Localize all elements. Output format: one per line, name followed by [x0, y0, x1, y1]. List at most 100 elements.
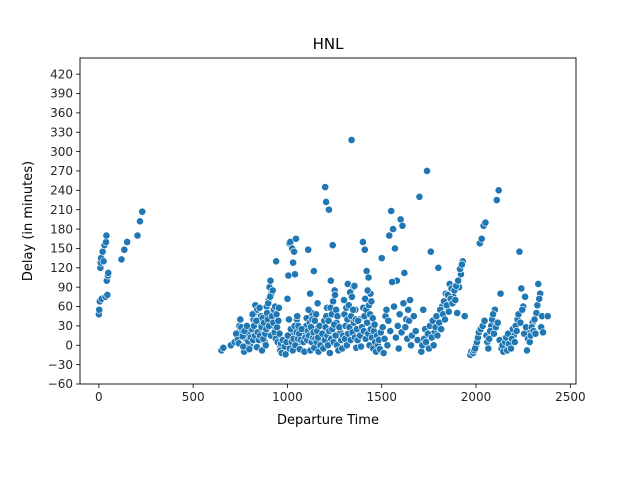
data-point — [289, 258, 298, 267]
data-point — [441, 315, 449, 324]
data-point — [266, 276, 275, 285]
chart-title: HNL — [313, 35, 345, 53]
data-point — [368, 314, 377, 323]
data-point — [453, 309, 462, 317]
data-point — [342, 341, 351, 350]
data-point — [510, 338, 519, 346]
data-point — [98, 247, 107, 256]
data-point — [268, 286, 277, 295]
data-point — [322, 198, 331, 206]
data-point — [409, 312, 418, 321]
data-point — [490, 329, 498, 338]
data-point — [367, 297, 376, 306]
data-point — [102, 231, 111, 240]
data-point — [292, 234, 300, 243]
data-point — [391, 244, 399, 253]
data-point — [104, 269, 113, 277]
data-point — [255, 303, 264, 312]
data-point — [354, 316, 363, 325]
x-tick-label: 1000 — [272, 390, 303, 404]
data-point — [516, 318, 525, 327]
data-point — [407, 341, 415, 350]
data-point — [379, 349, 388, 357]
y-tick-label: 420 — [50, 67, 73, 81]
data-point — [264, 299, 273, 308]
data-point — [477, 234, 486, 243]
data-point — [103, 291, 112, 299]
y-tick-label: −30 — [48, 358, 73, 372]
data-point — [382, 305, 391, 314]
data-point — [248, 310, 257, 319]
data-point — [332, 305, 341, 314]
data-point — [312, 310, 321, 319]
data-point — [380, 334, 389, 343]
y-tick-label: 180 — [50, 222, 73, 236]
data-point — [133, 231, 142, 240]
y-tick-label: 0 — [65, 338, 73, 352]
data-point — [525, 338, 534, 346]
data-point — [512, 327, 521, 335]
data-point — [481, 218, 490, 227]
data-point — [393, 321, 402, 330]
data-point — [275, 329, 284, 338]
data-point — [404, 305, 413, 314]
y-tick-label: 210 — [50, 203, 73, 217]
y-tick-label: 240 — [50, 184, 73, 198]
data-point — [432, 312, 441, 321]
data-point — [384, 316, 393, 325]
data-point — [331, 331, 340, 340]
data-point — [494, 186, 503, 195]
data-point — [423, 167, 431, 175]
data-point — [517, 284, 526, 293]
data-point — [284, 271, 293, 280]
data-point — [434, 263, 443, 272]
x-tick-label: 500 — [182, 390, 205, 404]
data-point — [329, 297, 337, 306]
data-point — [117, 255, 126, 264]
data-point — [266, 292, 274, 301]
x-axis-label: Departure Time — [277, 413, 379, 428]
data-point — [417, 347, 426, 356]
data-point — [460, 312, 469, 321]
data-point — [136, 217, 144, 226]
data-point — [401, 323, 410, 332]
y-tick-label: 60 — [58, 300, 73, 314]
data-point — [484, 344, 493, 353]
data-point — [363, 318, 371, 327]
plot-frame — [79, 57, 577, 385]
data-point — [419, 305, 428, 314]
data-point — [272, 257, 281, 266]
data-point — [333, 312, 342, 321]
data-point — [138, 207, 147, 216]
data-point — [285, 315, 293, 324]
data-point — [451, 296, 460, 304]
data-point — [385, 231, 394, 240]
data-point — [539, 328, 547, 337]
data-point — [383, 341, 392, 350]
data-point — [521, 292, 529, 301]
data-point — [304, 245, 313, 254]
data-point — [396, 215, 405, 224]
data-point — [236, 315, 245, 324]
data-point — [387, 207, 396, 215]
data-point — [291, 270, 299, 279]
y-tick-label: 360 — [50, 106, 73, 120]
y-axis-label: Delay (in minutes) — [21, 161, 36, 281]
data-point — [422, 338, 430, 346]
data-point — [245, 345, 254, 354]
data-point — [275, 303, 283, 312]
data-point — [340, 296, 348, 304]
data-point — [306, 289, 314, 298]
x-tick-label: 1500 — [366, 390, 397, 404]
data-point — [492, 196, 501, 204]
data-point — [358, 238, 367, 246]
data-point — [321, 183, 330, 192]
data-point — [273, 323, 281, 332]
data-point — [350, 281, 359, 290]
data-point — [120, 245, 129, 254]
data-point — [326, 276, 335, 285]
data-point — [395, 310, 404, 319]
data-point — [485, 334, 494, 343]
